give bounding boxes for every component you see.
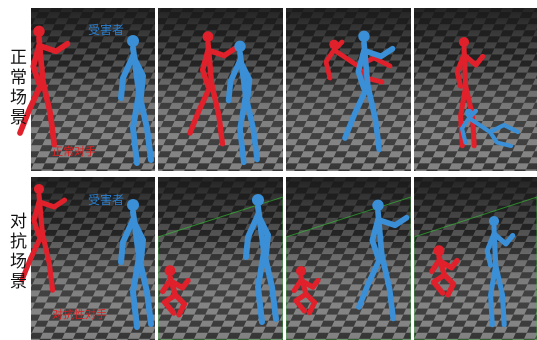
panel <box>158 8 283 171</box>
opponent-label: 正常对手 <box>52 144 96 158</box>
head <box>372 200 383 211</box>
head <box>234 41 245 52</box>
head <box>34 184 44 194</box>
head <box>203 31 214 42</box>
fog <box>414 177 537 340</box>
row-label: 正常场景 <box>6 48 27 128</box>
fog <box>286 8 411 171</box>
head <box>465 109 473 117</box>
head <box>296 266 306 276</box>
head <box>252 194 264 206</box>
head <box>33 26 44 37</box>
panel <box>286 8 411 171</box>
panels <box>20 8 537 340</box>
head <box>127 199 139 211</box>
row-label: 对抗场景 <box>6 212 27 292</box>
head <box>358 31 369 42</box>
head <box>127 35 139 47</box>
panel <box>414 177 537 340</box>
head <box>434 245 445 256</box>
victim-label: 受害者 <box>88 192 124 207</box>
head <box>329 40 339 50</box>
opponent-label: 对抗性对手 <box>52 307 107 321</box>
head <box>489 216 499 226</box>
head <box>459 37 469 47</box>
head <box>165 265 176 276</box>
figure: 正常场景 对抗场景 受害者 正常对手 受害者 对抗性对手 <box>0 0 537 340</box>
fog <box>158 8 283 171</box>
victim-label: 受害者 <box>88 22 124 37</box>
